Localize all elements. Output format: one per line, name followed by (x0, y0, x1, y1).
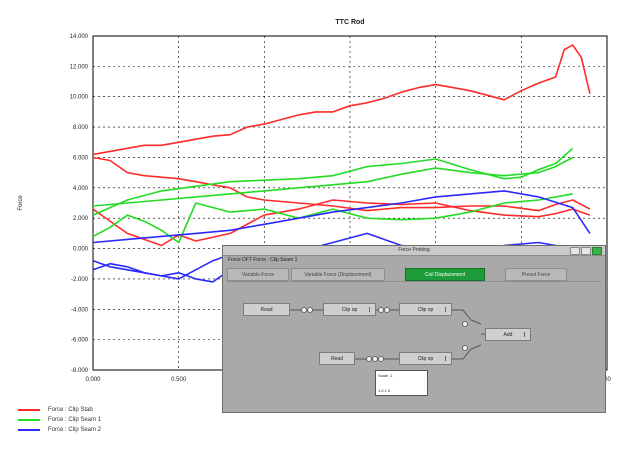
y-tick-label: 8.000 (73, 125, 89, 131)
block-label: Clip op (417, 355, 434, 362)
y-axis-label: Force (18, 195, 24, 211)
series-line (92, 193, 573, 244)
port-icon (445, 307, 449, 312)
chart-title: TTC Rod (335, 19, 364, 26)
y-tick-label: 0.000 (73, 247, 89, 253)
force-probing-dialog: Force Probing Force DFT Force : Clip Sea… (222, 245, 606, 413)
series-line (92, 190, 591, 244)
y-tick-label: -8.000 (71, 368, 89, 374)
block-clip-op-a[interactable]: Clip op (323, 303, 376, 316)
series-line (92, 156, 574, 207)
legend-item-clip-seam-2: Force : Clip Seam 2 (18, 425, 278, 435)
legend-label: Force : Clip Seam 2 (48, 427, 102, 433)
tab-divider (227, 281, 601, 282)
legend-swatch-blue (18, 429, 40, 431)
legend-swatch-red (18, 409, 40, 411)
block-diagram-wires (290, 307, 485, 362)
y-tick-label: -4.000 (71, 307, 89, 313)
series-line (92, 156, 591, 212)
block-label: Read (260, 306, 273, 313)
y-tick-label: 4.000 (73, 186, 89, 192)
value-box-line1: Scale: 1 (378, 373, 393, 378)
block-read-b[interactable]: Read (319, 352, 355, 365)
value-box[interactable]: Scale: 1 1.0 1.0 (375, 370, 428, 396)
y-tick-label: 10.000 (70, 95, 89, 101)
legend-item-clip-stab: Force : Clip Stab (18, 405, 278, 415)
close-button[interactable] (592, 247, 602, 255)
series-line (92, 44, 591, 156)
y-tick-label: 14.000 (70, 34, 89, 40)
series-line (92, 199, 591, 247)
y-tick-label: -6.000 (71, 338, 89, 344)
dialog-title: Force Probing (398, 247, 430, 253)
dialog-titlebar[interactable]: Force Probing (223, 246, 605, 256)
dialog-tab-bar: Variable Force Variable Force (Displacem… (227, 268, 601, 282)
port-icon (524, 332, 528, 337)
tab-preset-force[interactable]: Preset Force (505, 268, 567, 281)
block-clip-op-c[interactable]: Clip op (399, 352, 452, 365)
x-tick-label: 0.500 (171, 377, 187, 383)
legend-swatch-green (18, 419, 40, 421)
port-icon (369, 307, 373, 312)
legend-label: Force : Clip Seam 1 (48, 417, 102, 423)
y-tick-label: 2.000 (73, 216, 89, 222)
series-line (92, 147, 574, 216)
block-label: Read (331, 355, 343, 362)
value-box-line2: 1.0 1.0 (378, 388, 391, 393)
tab-variable-force-displacement[interactable]: Variable Force (Displacement) (291, 268, 385, 281)
minimize-button[interactable] (581, 247, 591, 255)
tab-variable-force[interactable]: Variable Force (227, 268, 289, 281)
block-add[interactable]: Add (485, 328, 531, 341)
tab-coil-displacement[interactable]: Coil Displacement (405, 268, 485, 281)
block-label: Add (503, 331, 513, 338)
legend-label: Force : Clip Stab (48, 407, 93, 413)
dialog-info-line: Force DFT Force : Clip Seam 1 (228, 257, 298, 263)
block-read-a[interactable]: Read (243, 303, 290, 316)
port-icon (445, 356, 449, 361)
chart-legend: Force : Clip Stab Force : Clip Seam 1 Fo… (18, 405, 278, 435)
y-tick-label: 12.000 (70, 64, 89, 70)
y-tick-label: -2.000 (71, 277, 89, 283)
legend-item-clip-seam-1: Force : Clip Seam 1 (18, 415, 278, 425)
y-tick-label: 6.000 (73, 155, 89, 161)
block-clip-op-b[interactable]: Clip op (399, 303, 452, 316)
block-label: Clip op (417, 306, 434, 313)
x-tick-label: 0.000 (85, 377, 101, 383)
block-label: Clip op (341, 306, 358, 313)
maximize-button[interactable] (570, 247, 580, 255)
